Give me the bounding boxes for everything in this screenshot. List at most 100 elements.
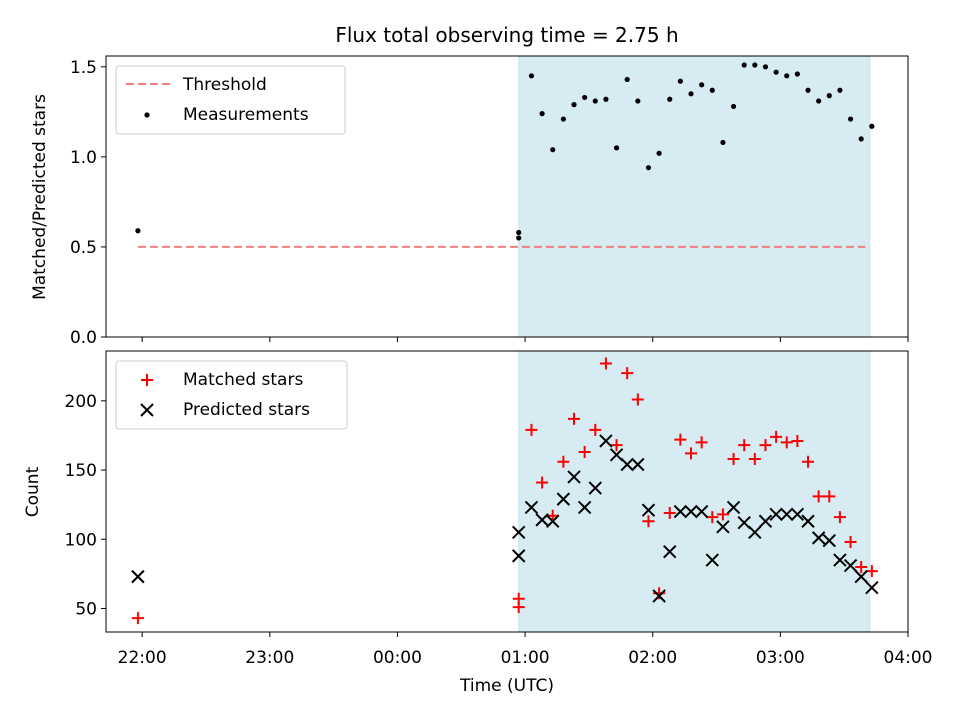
- matched-star-point: [738, 439, 751, 452]
- predicted-star-point: [556, 492, 571, 506]
- measurement-point: [837, 87, 843, 93]
- predicted-star-point: [663, 545, 677, 559]
- predicted-star-point: [631, 457, 645, 472]
- bottom-legend-box: [115, 360, 348, 430]
- measurements-legend-label: Measurements: [183, 105, 309, 125]
- matched-star-point: [823, 490, 836, 503]
- measurement-point: [677, 78, 683, 84]
- matched-star-point: [685, 447, 698, 460]
- matched-star-point: [546, 509, 559, 522]
- measurement-point: [560, 116, 566, 122]
- matched-star-point: [589, 423, 602, 436]
- matched-star-point: [621, 367, 634, 380]
- predicted-star-point: [535, 513, 549, 527]
- bottom-y-axis: 50 100 150 200: [65, 392, 106, 619]
- measurement-point: [794, 71, 800, 77]
- measurement-point: [730, 103, 737, 110]
- predicted-star-point: [620, 457, 634, 472]
- matched-star-point: [512, 592, 525, 605]
- matched-star-point: [802, 455, 815, 468]
- x-tick-label: 01:00: [501, 648, 550, 668]
- top-panel: 0.0 0.5 1.0 1.5 Matched/Predicted stars Thr…: [30, 55, 909, 348]
- predicted-star-point: [694, 504, 709, 519]
- measurement-point: [762, 64, 769, 70]
- predicted-star-point: [705, 553, 719, 567]
- measurement-point: [752, 62, 758, 68]
- measurement-point: [603, 96, 609, 102]
- matched-star-point: [812, 490, 825, 503]
- chart-title: Flux total observing time = 2.75 h: [335, 23, 678, 47]
- bottom-panel: 50 100 150 200 22:00 23:00 00:00 01:00 02:00 03:…: [23, 350, 933, 696]
- measurements-legend-swatch: [144, 112, 150, 118]
- matched-star-point: [716, 508, 729, 521]
- predicted-star-point: [577, 500, 592, 515]
- predicted-star-point: [588, 481, 602, 495]
- measurement-point: [858, 136, 864, 142]
- predicted-star-point: [716, 520, 730, 534]
- predicted-legend-label: Predicted stars: [183, 400, 310, 420]
- measurement-point: [550, 147, 556, 153]
- measurement-point: [592, 98, 598, 104]
- top-y-axis-label: Matched/Predicted stars: [30, 94, 50, 300]
- matched-star-point: [663, 506, 676, 519]
- x-tick-label: 00:00: [373, 648, 422, 668]
- matched-star-point: [568, 412, 581, 425]
- top-y-tick-label: 1.0: [70, 148, 97, 168]
- predicted-star-point: [609, 448, 624, 462]
- predicted-star-point: [673, 504, 688, 519]
- predicted-star-point: [843, 558, 858, 573]
- predicted-star-point: [854, 569, 868, 584]
- predicted-star-point: [811, 531, 826, 545]
- matched-star-point: [833, 511, 846, 524]
- matched-star-point: [770, 430, 783, 443]
- threshold-legend-label: Threshold: [182, 75, 267, 95]
- x-tick-label: 04:00: [884, 648, 933, 668]
- predicted-stars-points: [131, 434, 879, 603]
- matched-star-point: [642, 515, 655, 528]
- matched-star-point: [706, 511, 719, 524]
- matched-star-point: [865, 565, 878, 578]
- measurement-point: [571, 102, 577, 108]
- matched-star-point: [791, 434, 804, 447]
- measurement-point: [613, 145, 620, 151]
- measurement-points: [135, 62, 875, 241]
- predicted-star-point: [511, 549, 526, 563]
- predicted-star-point: [769, 507, 783, 522]
- matched-star-point: [695, 436, 708, 449]
- measurement-point: [688, 91, 694, 97]
- x-axis: 22:00 23:00 00:00 01:00 02:00 03:00 04:00: [118, 632, 933, 668]
- matched-star-point: [131, 612, 144, 625]
- bottom-y-tick-label: 150: [65, 461, 97, 481]
- matched-star-point: [557, 455, 570, 468]
- measurement-point: [773, 69, 779, 75]
- matched-star-point: [674, 433, 687, 446]
- bottom-y-tick-label: 100: [65, 530, 97, 550]
- measurement-point: [539, 111, 545, 117]
- matched-star-point: [525, 423, 538, 436]
- matched-star-point: [759, 439, 772, 452]
- measurement-point: [709, 87, 715, 93]
- measurement-point: [528, 73, 535, 79]
- predicted-star-point: [822, 533, 836, 548]
- measurement-point: [667, 96, 673, 102]
- measurement-point: [869, 123, 875, 129]
- measurement-point: [784, 73, 790, 79]
- top-x-axis-ticks: [141, 337, 909, 342]
- predicted-star-point: [131, 569, 145, 584]
- predicted-legend-swatch: [140, 403, 154, 417]
- predicted-star-point: [790, 507, 805, 522]
- predicted-star-point: [801, 514, 815, 528]
- predicted-star-point: [641, 503, 656, 517]
- matched-stars-points: [131, 357, 878, 625]
- measurement-point: [816, 98, 822, 104]
- measurement-point: [741, 62, 747, 68]
- matched-star-point: [631, 393, 644, 406]
- matched-star-point: [780, 436, 793, 449]
- bottom-y-axis-label: Count: [23, 466, 43, 517]
- measurement-point: [645, 165, 652, 171]
- measurement-point: [720, 139, 726, 146]
- bottom-legend: Matched stars Predicted stars: [115, 360, 348, 430]
- bottom-shaded-region: [518, 350, 871, 633]
- matched-star-point: [727, 452, 740, 465]
- matched-legend-label: Matched stars: [183, 370, 303, 390]
